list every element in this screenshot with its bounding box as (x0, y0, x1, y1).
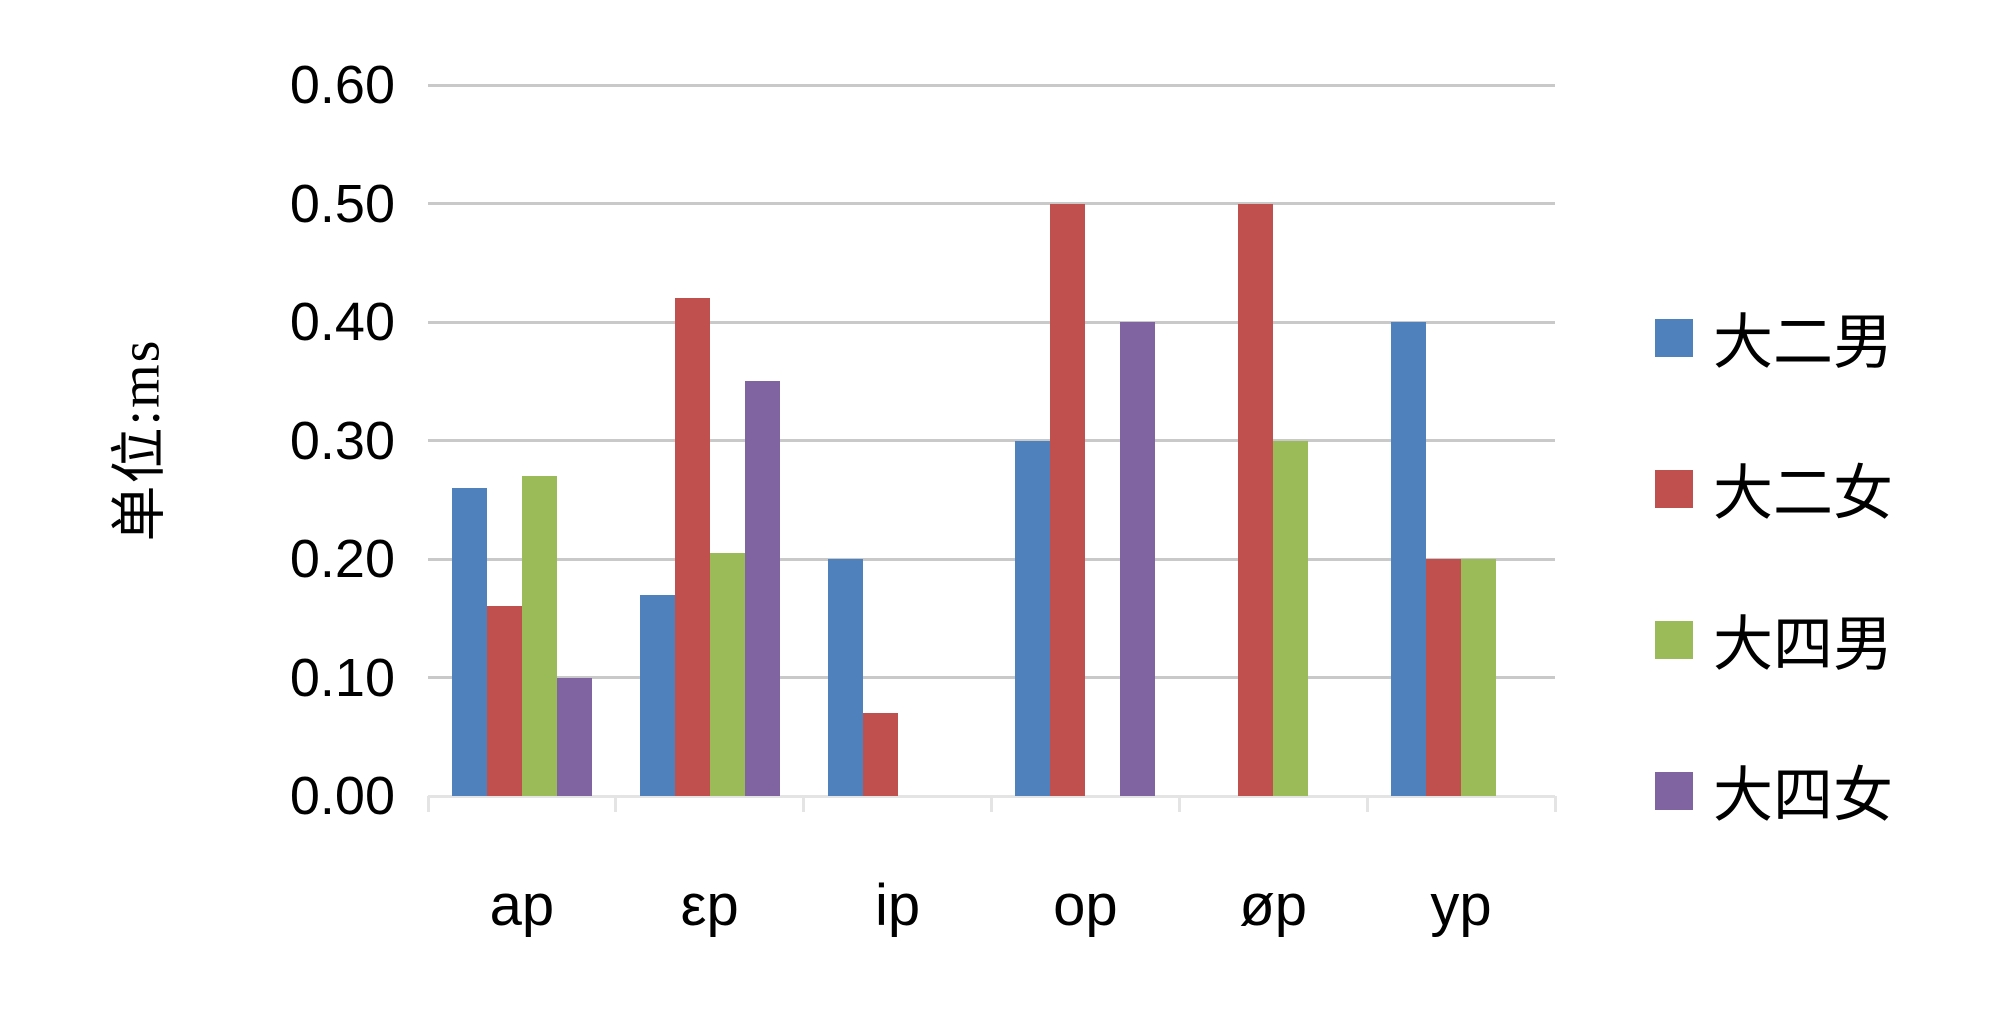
y-tick-label: 0.30 (289, 410, 395, 471)
plot-area (426, 83, 1557, 812)
bar-大二女-øp (1238, 203, 1274, 796)
bar-大四女-εp (744, 381, 780, 796)
bar-大二男-ap (451, 487, 487, 796)
bar-大四女-ap (556, 677, 592, 796)
legend-swatch (1655, 771, 1693, 810)
x-axis-tick (802, 796, 806, 812)
legend-label: 大四女 (1713, 763, 1893, 829)
legend-swatch (1655, 620, 1693, 659)
bar-大四女-op (1120, 322, 1156, 796)
legend-label: 大四男 (1713, 612, 1893, 678)
x-axis-tick (1177, 796, 1181, 812)
bar-大二女-yp (1426, 559, 1462, 796)
legend-label: 大二女 (1713, 461, 1893, 527)
y-tick-label: 0.50 (289, 173, 395, 234)
x-axis-tick (1553, 796, 1557, 812)
bar-大四男-εp (709, 553, 745, 796)
bar-大二男-ip (827, 559, 863, 796)
legend-swatch (1655, 318, 1693, 357)
x-axis-label: εp (680, 873, 739, 938)
y-tick-label: 0.00 (289, 766, 395, 826)
bar-大二男-εp (639, 594, 675, 796)
bar-大四男-yp (1461, 559, 1497, 796)
x-axis-tick (614, 796, 618, 812)
x-axis-label: op (1053, 873, 1118, 938)
gridline (428, 83, 1555, 87)
legend-label: 大二男 (1713, 310, 1893, 376)
bar-大二女-ap (486, 606, 522, 796)
bar-大二女-εp (674, 298, 710, 796)
x-axis-tick (426, 796, 430, 812)
x-axis-tick (1365, 796, 1369, 812)
gridline (428, 320, 1555, 324)
gridline (428, 202, 1555, 205)
y-tick-label: 0.10 (289, 647, 395, 708)
bar-大二男-op (1015, 440, 1051, 796)
legend-item: 大二男 (1655, 294, 1893, 381)
x-axis-labels: ap εp ip op øp yp (428, 872, 1555, 939)
gridline (428, 439, 1555, 442)
x-axis-label: ip (874, 873, 921, 938)
x-axis-label: øp (1239, 873, 1308, 938)
legend-item: 大二女 (1655, 445, 1893, 532)
bar-大四男-ap (521, 476, 557, 796)
y-tick-label: 0.40 (289, 292, 395, 352)
bar-大四男-øp (1273, 440, 1309, 796)
bar-大二女-op (1050, 203, 1086, 796)
x-axis-label: yp (1430, 873, 1492, 938)
gridline (428, 557, 1555, 561)
y-axis-title: 单位:ms (109, 338, 172, 542)
y-tick-label: 0.60 (289, 55, 395, 115)
legend-swatch (1655, 469, 1693, 508)
gridline (428, 676, 1555, 679)
bar-大二女-ip (862, 713, 898, 796)
legend: 大二男大二女大四男大四女 (1655, 294, 1893, 834)
x-axis-label: ap (489, 873, 555, 938)
legend-item: 大四男 (1655, 596, 1893, 683)
y-tick-label: 0.20 (289, 529, 395, 589)
bar-大二男-yp (1391, 322, 1427, 796)
legend-item: 大四女 (1655, 747, 1893, 834)
x-axis-tick (990, 796, 993, 812)
